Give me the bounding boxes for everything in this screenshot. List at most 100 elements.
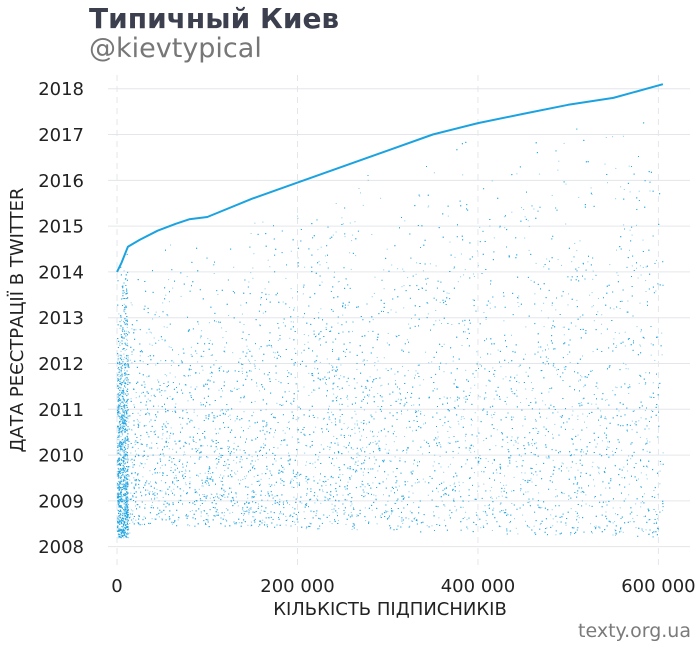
- scatter-point: [121, 431, 123, 433]
- scatter-point: [500, 491, 502, 493]
- scatter-point: [123, 356, 125, 358]
- scatter-point: [187, 524, 189, 526]
- scatter-point: [122, 458, 124, 460]
- scatter-point: [376, 523, 378, 525]
- scatter-point: [577, 415, 579, 417]
- scatter-point: [478, 395, 480, 397]
- scatter-point: [463, 409, 465, 411]
- scatter-point: [318, 332, 320, 334]
- scatter-point: [241, 370, 243, 372]
- scatter-point: [596, 443, 598, 445]
- scatter-point: [317, 417, 319, 419]
- scatter-point: [498, 496, 500, 498]
- scatter-point: [277, 339, 279, 341]
- scatter-point: [623, 224, 625, 226]
- scatter-point: [215, 360, 217, 361]
- scatter-point: [254, 368, 256, 369]
- scatter-point: [563, 142, 565, 144]
- scatter-point: [131, 462, 133, 464]
- scatter-point: [647, 519, 649, 521]
- scatter-point: [338, 508, 340, 509]
- scatter-point: [138, 396, 140, 398]
- scatter-point: [374, 276, 376, 278]
- scatter-point: [431, 525, 433, 527]
- scatter-point: [240, 479, 242, 481]
- scatter-point: [120, 391, 122, 393]
- scatter-point: [121, 428, 123, 429]
- scatter-point: [124, 334, 126, 335]
- scatter-point: [416, 520, 418, 522]
- scatter-point: [249, 360, 250, 362]
- scatter-point: [235, 462, 237, 464]
- scatter-point: [479, 396, 481, 398]
- scatter-point: [117, 438, 119, 440]
- scatter-point: [543, 326, 545, 328]
- scatter-point: [191, 420, 193, 422]
- scatter-point: [155, 430, 157, 432]
- scatter-point: [601, 323, 603, 325]
- scatter-point: [372, 442, 374, 443]
- scatter-point: [213, 417, 214, 419]
- scatter-point: [439, 319, 441, 321]
- scatter-point: [536, 427, 538, 429]
- scatter-point: [580, 491, 582, 493]
- scatter-point: [117, 367, 119, 369]
- scatter-point: [392, 510, 394, 512]
- scatter-point: [607, 441, 609, 443]
- scatter-point: [396, 400, 398, 402]
- scatter-point: [285, 524, 287, 526]
- scatter-point: [117, 450, 119, 452]
- scatter-point: [390, 309, 392, 311]
- scatter-point: [218, 389, 220, 391]
- scatter-point: [627, 430, 628, 432]
- scatter-point: [520, 402, 522, 403]
- scatter-point: [247, 524, 249, 526]
- scatter-point: [135, 519, 137, 521]
- scatter-point: [327, 372, 329, 374]
- scatter-point: [516, 173, 518, 175]
- scatter-point: [225, 508, 227, 510]
- scatter-point: [127, 460, 129, 462]
- scatter-point: [127, 331, 129, 332]
- scatter-point: [577, 469, 579, 471]
- scatter-point: [490, 496, 492, 498]
- scatter-point: [161, 464, 163, 466]
- scatter-point: [645, 280, 647, 282]
- scatter-point: [275, 379, 277, 380]
- scatter-point: [468, 449, 470, 451]
- scatter-point: [314, 502, 316, 504]
- scatter-point: [395, 436, 397, 438]
- scatter-point: [647, 466, 649, 468]
- scatter-point: [476, 351, 478, 353]
- scatter-point: [151, 344, 153, 346]
- scatter-point: [591, 292, 593, 294]
- scatter-point: [517, 438, 518, 440]
- scatter-point: [303, 511, 305, 513]
- scatter-point: [592, 351, 594, 353]
- scatter-point: [156, 488, 158, 490]
- scatter-point: [160, 360, 162, 362]
- scatter-point: [569, 362, 571, 363]
- scatter-point: [552, 518, 554, 520]
- scatter-point: [535, 262, 537, 264]
- scatter-point: [175, 474, 177, 476]
- scatter-point: [258, 348, 260, 350]
- scatter-point: [460, 418, 462, 420]
- scatter-point: [122, 518, 124, 520]
- scatter-point: [225, 331, 227, 332]
- scatter-point: [469, 447, 471, 449]
- scatter-point: [621, 449, 623, 451]
- scatter-point: [502, 509, 504, 511]
- scatter-point: [208, 379, 210, 381]
- scatter-point: [122, 463, 124, 465]
- scatter-point: [487, 505, 489, 507]
- scatter-point: [447, 409, 449, 411]
- scatter-point: [306, 495, 307, 496]
- scatter-point: [625, 364, 627, 366]
- scatter-point: [166, 375, 168, 377]
- scatter-point: [404, 436, 406, 437]
- scatter-point: [308, 409, 310, 411]
- scatter-point: [242, 373, 243, 374]
- scatter-point: [640, 274, 642, 276]
- scatter-point: [122, 402, 124, 404]
